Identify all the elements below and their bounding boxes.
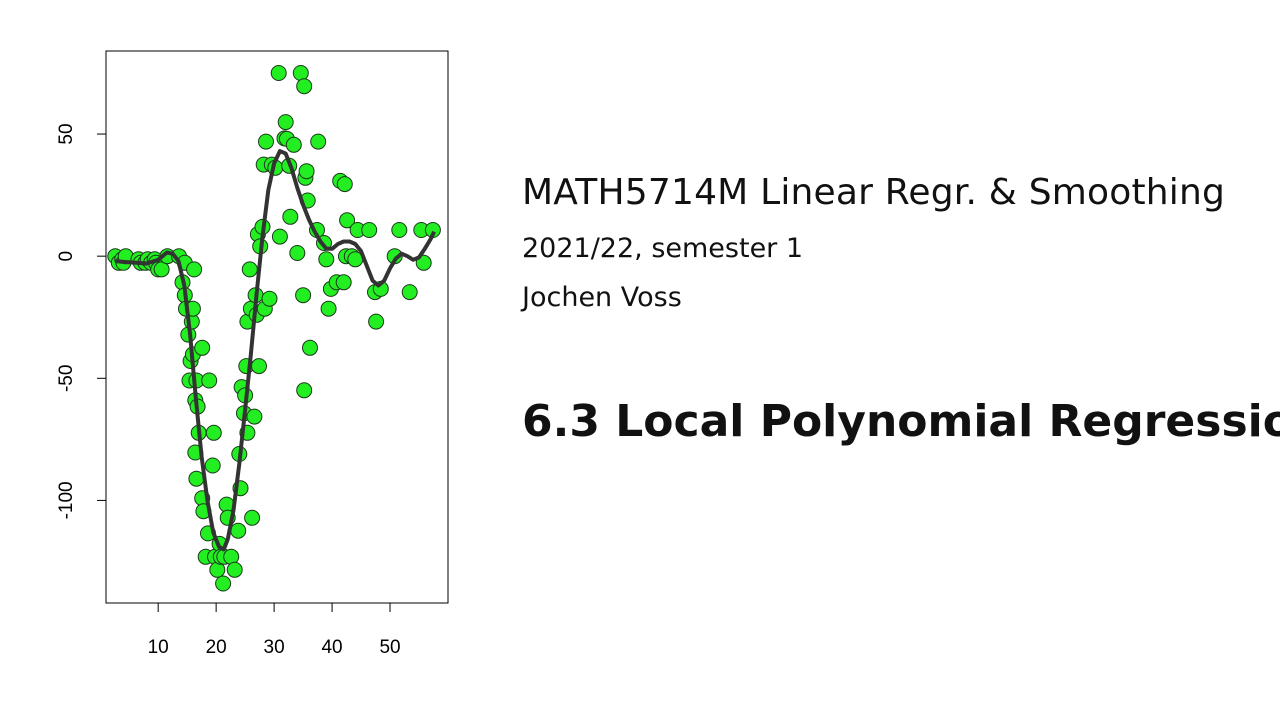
data-point xyxy=(215,575,232,592)
x-tick-label: 10 xyxy=(148,637,169,658)
data-point xyxy=(289,245,306,261)
data-point xyxy=(261,290,278,307)
y-tick-label: -100 xyxy=(56,481,77,519)
data-point xyxy=(226,561,243,578)
data-point xyxy=(295,287,312,304)
x-tick-label: 50 xyxy=(379,637,400,658)
x-tick-label: 40 xyxy=(321,637,342,658)
data-point xyxy=(318,251,335,268)
axes: 10 20 30 40 50 -100 -50 0 50 xyxy=(56,123,401,658)
scatter-chart: 10 20 30 40 50 -100 -50 0 50 xyxy=(56,50,449,658)
y-tick-label: -50 xyxy=(56,365,77,392)
data-point xyxy=(204,457,221,474)
data-point xyxy=(285,136,302,153)
data-point xyxy=(201,372,218,389)
data-point xyxy=(153,261,170,278)
data-point xyxy=(258,133,274,150)
data-point xyxy=(186,261,203,278)
x-tick-label: 20 xyxy=(206,637,227,658)
data-point xyxy=(244,509,261,526)
data-point xyxy=(271,228,288,245)
plot-frame xyxy=(105,50,449,604)
data-point xyxy=(246,408,263,425)
data-point xyxy=(188,470,205,487)
data-point xyxy=(205,424,222,441)
semester-label: 2021/22, semester 1 xyxy=(522,233,804,264)
smooth-line-layer xyxy=(115,149,436,552)
data-point xyxy=(310,133,327,150)
author-name: Jochen Voss xyxy=(522,282,682,313)
x-tick-label: 30 xyxy=(264,637,285,658)
data-point xyxy=(336,176,353,193)
y-tick-label: 50 xyxy=(56,123,77,144)
data-point xyxy=(296,382,313,399)
data-point xyxy=(339,212,356,229)
data-point xyxy=(302,339,318,356)
data-points xyxy=(107,65,441,592)
data-point xyxy=(230,522,247,539)
data-point xyxy=(277,114,294,131)
data-point xyxy=(282,208,299,225)
section-title: 6.3 Local Polynomial Regression xyxy=(522,396,1280,447)
data-point xyxy=(270,65,287,81)
data-point xyxy=(335,274,352,291)
data-point xyxy=(391,222,408,238)
data-point xyxy=(296,78,313,95)
y-tick-label: 0 xyxy=(56,251,77,262)
data-point xyxy=(251,358,267,375)
data-point xyxy=(194,339,211,356)
data-point xyxy=(320,300,337,317)
data-point xyxy=(298,163,315,180)
data-point xyxy=(361,222,378,238)
course-title: MATH5714M Linear Regr. & Smoothing xyxy=(522,172,1226,213)
data-point xyxy=(292,65,309,81)
smooth-line xyxy=(115,149,436,552)
data-point xyxy=(241,261,258,278)
data-point xyxy=(401,284,418,301)
data-point xyxy=(368,313,385,330)
